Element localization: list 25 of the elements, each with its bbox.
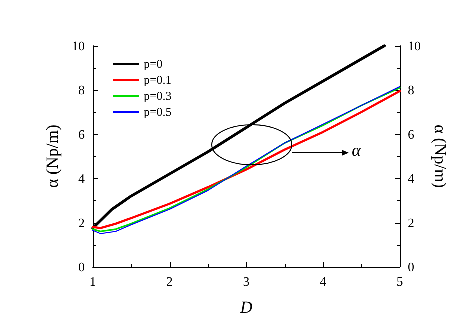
y-tick-label: 4	[78, 171, 86, 186]
legend-label: p=0.1	[144, 73, 172, 87]
x-tick-label: 3	[243, 274, 250, 289]
legend-label: p=0.5	[144, 105, 172, 119]
x-tick-label: 5	[396, 274, 404, 289]
x-tick-label: 1	[90, 274, 96, 289]
y2-tick-label: 10	[408, 38, 421, 54]
y2-tick-label: 0	[408, 260, 414, 274]
y2-tick-label: 6	[408, 126, 415, 142]
y-tick-label: 6	[78, 126, 86, 142]
x-tick-label: 4	[320, 274, 327, 289]
y-tick-label: 2	[78, 215, 85, 230]
legend-label: p=0	[144, 57, 163, 71]
annotation: α	[352, 141, 361, 161]
y2-tick-label: 8	[408, 82, 414, 98]
y2-axis-title: α (Np/m)	[430, 124, 450, 188]
y2-tick-label: 4	[408, 171, 415, 186]
y-tick-label: 10	[72, 38, 85, 54]
y2-tick-label: 2	[408, 215, 414, 230]
y-tick-label: 8	[78, 82, 85, 98]
y-tick-label: 0	[78, 260, 85, 274]
legend-label: p=0.3	[144, 89, 172, 103]
x-tick-label: 2	[166, 274, 173, 289]
x-axis-title: D	[239, 298, 254, 317]
y-axis-title: α (Np/m)	[43, 124, 62, 188]
